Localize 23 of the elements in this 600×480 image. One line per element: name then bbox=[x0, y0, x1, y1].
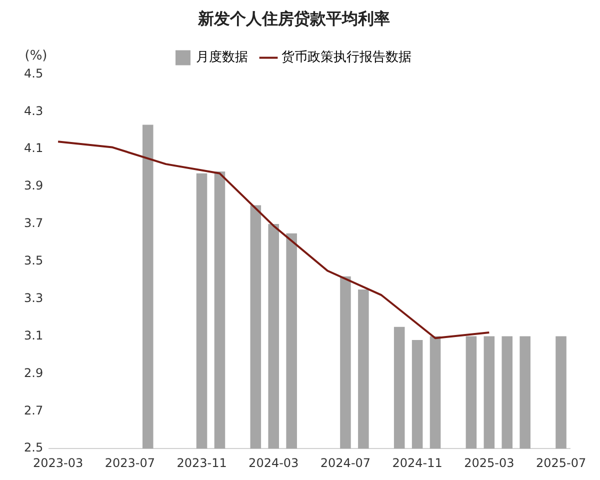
y-tick-label: 3.7 bbox=[24, 216, 44, 230]
y-tick-label: 4.3 bbox=[24, 104, 44, 118]
x-tick-label: 2023-11 bbox=[176, 456, 227, 470]
x-tick-label: 2024-07 bbox=[320, 456, 371, 470]
x-tick-label: 2025-07 bbox=[536, 456, 586, 470]
y-tick-label: 2.5 bbox=[24, 440, 44, 455]
x-tick-label: 2023-03 bbox=[32, 456, 84, 470]
y-tick-label: 3.3 bbox=[24, 290, 44, 305]
legend-label: 月度数据 bbox=[196, 49, 248, 66]
chart-title: 新发个人住房贷款平均利率 bbox=[197, 8, 390, 28]
y-tick-label: 3.9 bbox=[24, 178, 44, 193]
x-tick-label: 2024-11 bbox=[392, 456, 442, 470]
y-tick-label: 4.5 bbox=[24, 66, 44, 80]
y-axis-title: (%) bbox=[24, 48, 48, 64]
legend-label: 货币政策执行报告数据 bbox=[282, 50, 412, 66]
y-tick-label: 4.1 bbox=[24, 141, 44, 156]
y-tick-label: 3.1 bbox=[24, 328, 44, 342]
y-tick-label: 3.5 bbox=[24, 254, 44, 268]
y-tick-label: 2.7 bbox=[24, 403, 44, 418]
x-tick-label: 2024-03 bbox=[248, 456, 299, 470]
x-tick-label: 2025-03 bbox=[464, 456, 514, 470]
x-tick-label: 2023-07 bbox=[104, 456, 155, 470]
y-tick-label: 2.9 bbox=[24, 366, 44, 380]
